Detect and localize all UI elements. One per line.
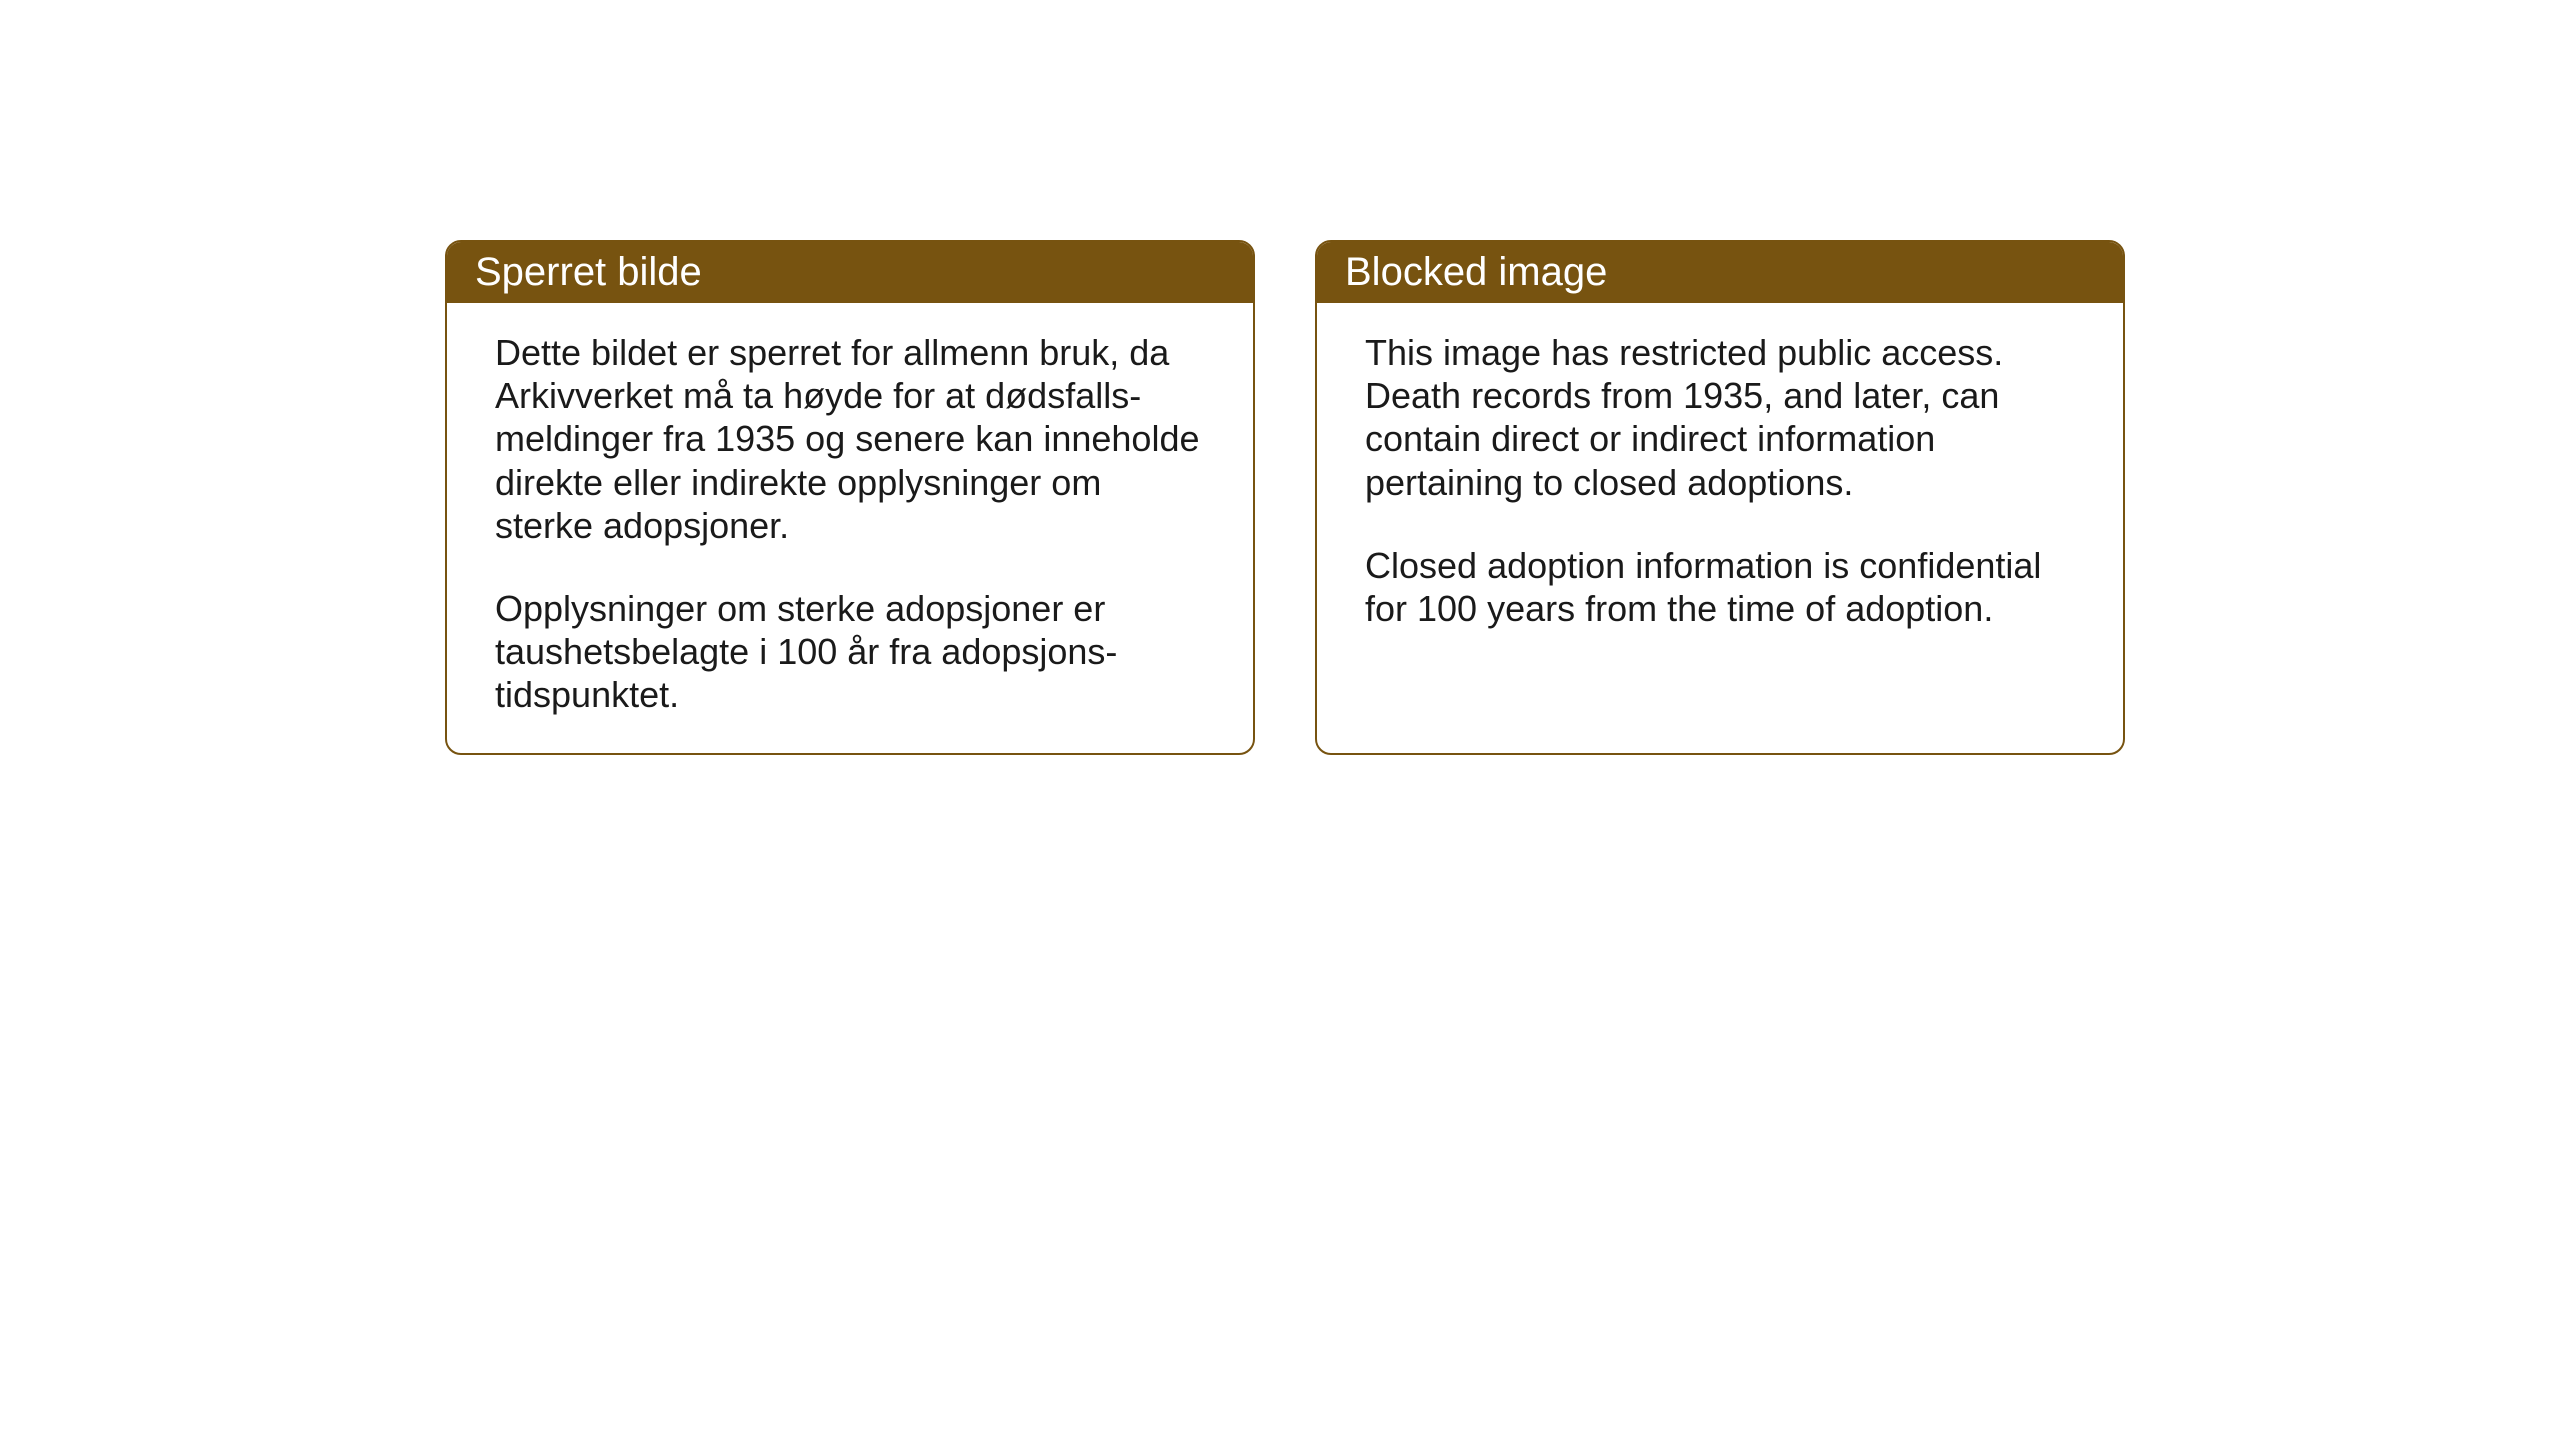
card-paragraph-norwegian-2: Opplysninger om sterke adopsjoner er tau… [495, 587, 1205, 717]
card-norwegian: Sperret bilde Dette bildet er sperret fo… [445, 240, 1255, 755]
card-title-norwegian: Sperret bilde [475, 250, 702, 294]
card-header-norwegian: Sperret bilde [447, 242, 1253, 303]
card-body-norwegian: Dette bildet er sperret for allmenn bruk… [447, 303, 1253, 753]
card-paragraph-norwegian-1: Dette bildet er sperret for allmenn bruk… [495, 331, 1205, 547]
card-title-english: Blocked image [1345, 250, 1607, 294]
card-header-english: Blocked image [1317, 242, 2123, 303]
card-english: Blocked image This image has restricted … [1315, 240, 2125, 755]
card-body-english: This image has restricted public access.… [1317, 303, 2123, 666]
card-paragraph-english-2: Closed adoption information is confident… [1365, 544, 2075, 630]
card-paragraph-english-1: This image has restricted public access.… [1365, 331, 2075, 504]
cards-container: Sperret bilde Dette bildet er sperret fo… [445, 240, 2125, 755]
